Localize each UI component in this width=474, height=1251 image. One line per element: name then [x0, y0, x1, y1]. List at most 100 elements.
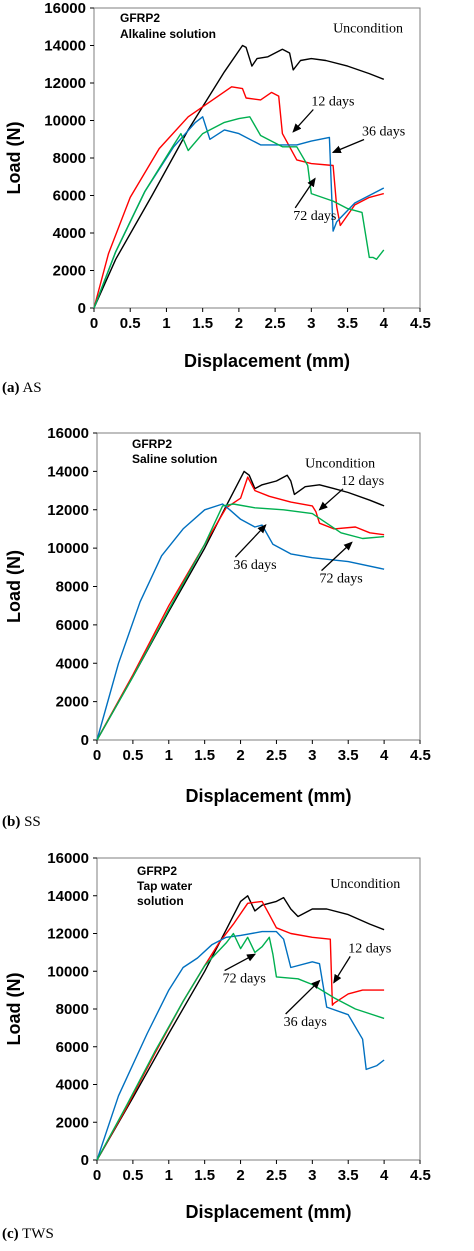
- series-line-12-days: [96, 900, 385, 1161]
- y-axis-label: Load (N): [4, 973, 24, 1046]
- series-annotation-label: 12 days: [341, 474, 384, 489]
- series-annotation-label: Uncondition: [305, 457, 375, 472]
- series-annotation-label: Uncondition: [333, 21, 403, 36]
- series-line-72-days: [96, 932, 385, 1161]
- y-tick-label: 14000: [47, 888, 89, 905]
- y-tick-label: 14000: [44, 38, 86, 55]
- series-line-uncondition: [96, 895, 385, 1161]
- chart-title-line: GFRP2: [137, 864, 177, 878]
- caption-letter-c: (c): [2, 1226, 19, 1242]
- series-line-12-days: [96, 476, 385, 741]
- annotation-arrow: [234, 524, 267, 558]
- chart-title-line: Tap water: [137, 879, 192, 893]
- series-annotation-label: 72 days: [320, 572, 363, 587]
- y-tick-label: 12000: [47, 926, 89, 943]
- y-tick-label: 12000: [47, 502, 89, 519]
- chart-panel-a: 0 2000 4000 6000 8000 10000 12000 14000 16000 0 0.…: [0, 0, 474, 400]
- series-annotation-label: 12 days: [348, 941, 391, 956]
- y-tick-label: 16000: [47, 425, 89, 442]
- y-axis-label: Load (N): [4, 122, 24, 195]
- caption-text-c: TWS: [22, 1226, 54, 1242]
- series-annotation-label: Uncondition: [330, 877, 400, 892]
- y-tick-label: 4000: [56, 1077, 89, 1094]
- y-tick-label: 10000: [47, 963, 89, 980]
- caption-b: (b) SS: [2, 814, 41, 831]
- annotation-arrow: [331, 138, 365, 153]
- y-tick-label: 10000: [47, 540, 89, 557]
- series-annotation-label: 36 days: [233, 558, 276, 573]
- y-tick-label: 4000: [56, 655, 89, 672]
- series-line-36-days: [96, 503, 385, 741]
- y-tick-label: 2000: [56, 694, 89, 711]
- y-tick-label: 0: [78, 300, 86, 317]
- x-tick-label: 3: [308, 1167, 316, 1184]
- x-tick-label: 4: [380, 315, 389, 332]
- annotation-arrow: [321, 541, 353, 572]
- x-tick-label: 3: [308, 747, 316, 764]
- chart-title-line: Saline solution: [132, 452, 217, 466]
- series-line-uncondition: [96, 470, 385, 741]
- series-annotation-label: 72 days: [223, 972, 266, 987]
- x-tick-label: 0: [93, 747, 101, 764]
- y-tick-label: 0: [81, 732, 89, 749]
- annotation-arrow: [294, 177, 316, 209]
- y-tick-label: 16000: [47, 850, 89, 867]
- x-tick-label: 4.5: [410, 315, 431, 332]
- y-tick-label: 2000: [56, 1114, 89, 1131]
- y-tick-label: 4000: [53, 225, 86, 242]
- y-tick-label: 2000: [53, 263, 86, 280]
- x-tick-label: 4: [380, 1167, 389, 1184]
- x-tick-label: 3.5: [338, 747, 359, 764]
- caption-letter-b: (b): [2, 814, 21, 830]
- caption-text-b: SS: [24, 814, 41, 830]
- y-tick-label: 8000: [56, 1001, 89, 1018]
- chart-panel-c: 0 2000 4000 6000 8000 10000 12000 14000 16000 0 0.…: [0, 838, 474, 1251]
- series-annotation-label: 72 days: [293, 209, 336, 224]
- y-tick-label: 6000: [53, 188, 86, 205]
- x-tick-label: 3.5: [337, 315, 358, 332]
- series-line-uncondition: [93, 44, 385, 309]
- x-tick-label: 0.5: [122, 1167, 143, 1184]
- chart-svg-b: 0 2000 4000 6000 8000 10000 12000 14000 16000 0 0.…: [4, 425, 431, 806]
- x-tick-label: 2: [236, 747, 244, 764]
- y-axis-label: Load (N): [4, 550, 24, 623]
- y-tick-label: 14000: [47, 463, 89, 480]
- x-tick-label: 2.5: [265, 315, 286, 332]
- series-line-72-days: [96, 503, 385, 741]
- y-tick-label: 16000: [44, 0, 86, 17]
- x-tick-label: 0: [90, 315, 98, 332]
- x-tick-label: 1.5: [194, 747, 215, 764]
- chart-title-line: solution: [137, 894, 184, 908]
- x-tick-label: 1.5: [194, 1167, 215, 1184]
- annotation-arrow: [285, 979, 321, 1015]
- series-annotation-label: 12 days: [311, 95, 354, 110]
- chart-title-line: GFRP2: [120, 11, 160, 25]
- chart-svg-a: 0 2000 4000 6000 8000 10000 12000 14000 16000 0 0.…: [4, 0, 431, 371]
- x-tick-label: 4.5: [410, 747, 431, 764]
- plot-area-frame: [93, 7, 421, 309]
- y-tick-label: 6000: [56, 1039, 89, 1056]
- x-tick-label: 3: [307, 315, 315, 332]
- caption-letter-a: (a): [2, 380, 20, 396]
- x-tick-label: 2: [236, 1167, 244, 1184]
- series-line-36-days: [93, 116, 385, 309]
- chart-panel-b: 0 2000 4000 6000 8000 10000 12000 14000 16000 0 0.…: [0, 418, 474, 838]
- y-tick-label: 8000: [56, 579, 89, 596]
- x-tick-label: 1.5: [192, 315, 213, 332]
- x-tick-label: 1: [165, 747, 173, 764]
- x-axis-label: Displacement (mm): [185, 1202, 351, 1222]
- x-tick-label: 0: [93, 1167, 101, 1184]
- chart-title-line: GFRP2: [132, 437, 172, 451]
- x-tick-label: 1: [165, 1167, 173, 1184]
- caption-text-a: AS: [22, 380, 42, 396]
- y-tick-label: 12000: [44, 75, 86, 92]
- x-tick-label: 0.5: [120, 315, 141, 332]
- y-tick-label: 6000: [56, 617, 89, 634]
- chart-title-line: Alkaline solution: [120, 27, 216, 41]
- x-tick-label: 3.5: [338, 1167, 359, 1184]
- chart-svg-c: 0 2000 4000 6000 8000 10000 12000 14000 16000 0 0.…: [4, 850, 431, 1222]
- y-tick-label: 0: [81, 1152, 89, 1169]
- x-tick-label: 0.5: [122, 747, 143, 764]
- x-tick-label: 2.5: [266, 747, 287, 764]
- y-tick-label: 10000: [44, 113, 86, 130]
